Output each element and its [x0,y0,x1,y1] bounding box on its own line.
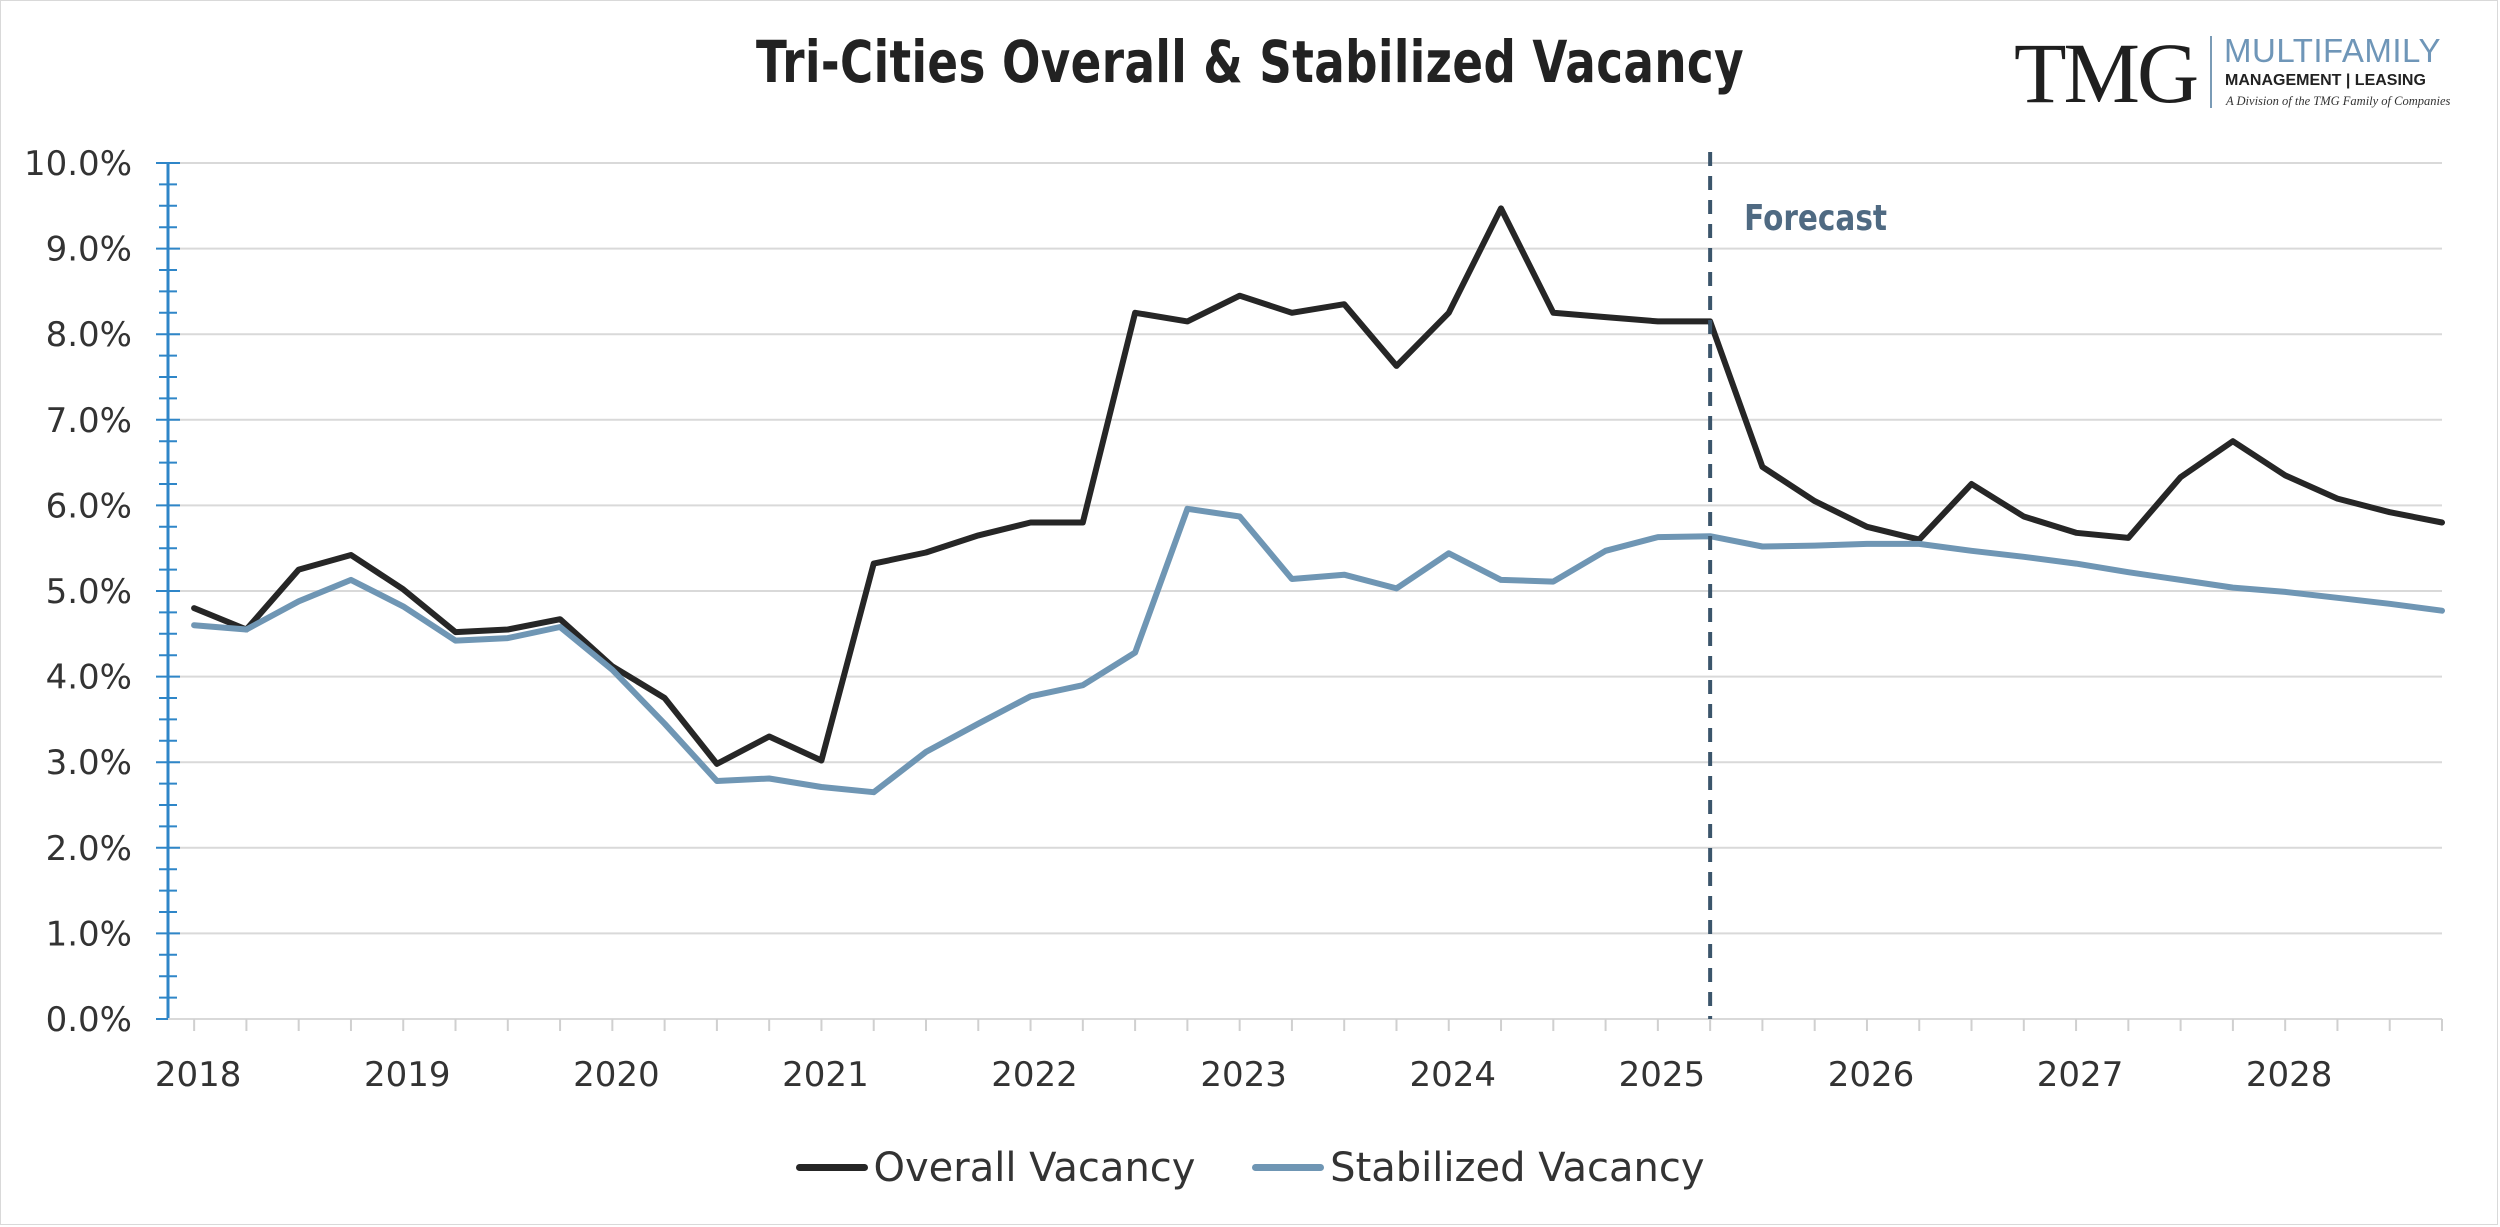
legend-label-stabilized: Stabilized Vacancy [1330,1144,1705,1191]
x-tick-label: 2027 [2037,1055,2124,1095]
series-lines [191,205,2445,796]
chart-title: Tri-Cities Overall & Stabilized Vacancy [755,28,1745,96]
axes [156,162,2443,1031]
x-tick-label: 2018 [155,1055,242,1095]
logo-wordmark: TMG [2014,25,2199,121]
y-tick-label: 5.0% [46,572,132,612]
legend-label-overall: Overall Vacancy [873,1144,1196,1191]
x-tick-label: 2022 [991,1055,1078,1095]
legend-item-stabilized: Stabilized Vacancy [1252,1144,1705,1191]
y-tick-label: 8.0% [46,315,132,355]
tick-labels: 0.0% 1.0% 2.0% 3.0% 4.0% 5.0% 6.0% 7.0% 8.0% 9.0%… [24,144,2332,1095]
y-tick-label: 6.0% [46,486,132,526]
y-tick-label: 7.0% [46,401,132,441]
company-logo: TMG MULTIFAMILY MANAGEMENT | LEASING A D… [2010,30,2470,120]
x-tick-label: 2020 [573,1055,660,1095]
x-tick-label: 2023 [1200,1055,1287,1095]
forecast-marker: Forecast [1708,152,1887,1019]
y-tick-label: 10.0% [24,144,132,184]
y-tick-label: 9.0% [46,230,132,270]
series-line-overall [191,205,2445,767]
legend-swatch-stabilized [1252,1164,1325,1171]
x-tick-label: 2028 [2246,1055,2333,1095]
x-tick-label: 2025 [1619,1055,1706,1095]
x-tick-label: 2026 [1828,1055,1915,1095]
logo-management-leasing: MANAGEMENT | LEASING [2225,72,2426,89]
x-tick-label: 2021 [782,1055,869,1095]
y-tick-label: 0.0% [46,1000,132,1040]
x-tick-label: 2019 [364,1055,451,1095]
logo-multifamily: MULTIFAMILY [2224,32,2441,69]
y-tick-label: 4.0% [46,658,132,698]
y-tick-label: 1.0% [46,914,132,954]
y-tick-label: 3.0% [46,743,132,783]
legend: Overall Vacancy Stabilized Vacancy [0,1135,2500,1191]
legend-item-overall: Overall Vacancy [795,1144,1196,1191]
series-line-stabilized [191,505,2445,796]
forecast-label: Forecast [1744,196,1887,239]
y-tick-label: 2.0% [46,829,132,869]
logo-divider [2210,36,2212,108]
logo-division-text: A Division of the TMG Family of Companie… [2226,94,2451,108]
x-tick-label: 2024 [1409,1055,1496,1095]
legend-swatch-overall [795,1164,868,1171]
gridlines [168,162,2442,935]
